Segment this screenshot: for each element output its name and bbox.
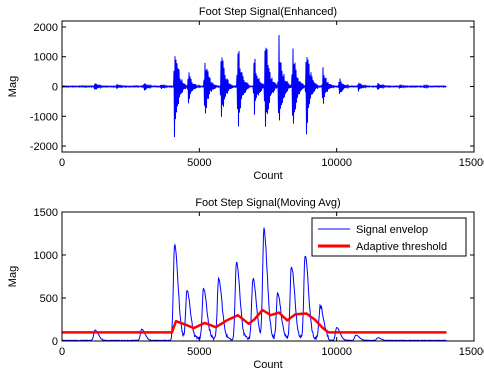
x-tick-label: 10000	[321, 157, 352, 169]
x-tick-label: 0	[59, 157, 65, 169]
x-axis-label: Count	[253, 170, 282, 182]
y-tick-label: 1000	[34, 250, 58, 262]
series-layer	[61, 35, 447, 138]
legend-label-adaptive-threshold: Adaptive threshold	[356, 241, 447, 253]
legend: Signal envelop Adaptive threshold	[311, 217, 467, 257]
y-tick-label: 1000	[34, 52, 58, 64]
chart-title: Foot Step Signal(Moving Avg)	[195, 197, 340, 209]
chart-title: Foot Step Signal(Enhanced)	[199, 6, 337, 18]
y-tick-label: 0	[52, 336, 58, 348]
signal-envelop-line	[61, 227, 447, 342]
x-tick-label: 5000	[187, 157, 211, 169]
legend-box	[311, 217, 467, 257]
plot-border	[61, 20, 475, 153]
signal-line	[61, 35, 447, 138]
series-layer	[61, 227, 447, 342]
y-tick-label: 2000	[34, 22, 58, 34]
y-axis-label: Mag	[7, 266, 19, 287]
y-tick-label: -2000	[30, 141, 58, 153]
x-axis-label: Count	[253, 359, 282, 371]
y-axis-label: Mag	[7, 76, 19, 97]
legend-label-signal-envelop: Signal envelop	[356, 224, 428, 236]
y-tick-label: 500	[40, 293, 58, 305]
y-tick-label: 1500	[34, 207, 58, 219]
y-tick-label: -1000	[30, 111, 58, 123]
x-tick-label: 0	[59, 346, 65, 358]
x-tick-label: 10000	[321, 346, 352, 358]
adaptive-threshold-line	[62, 308, 447, 334]
y-tick-label: 0	[52, 82, 58, 94]
x-tick-label: 5000	[187, 346, 211, 358]
plot-border	[61, 211, 475, 342]
